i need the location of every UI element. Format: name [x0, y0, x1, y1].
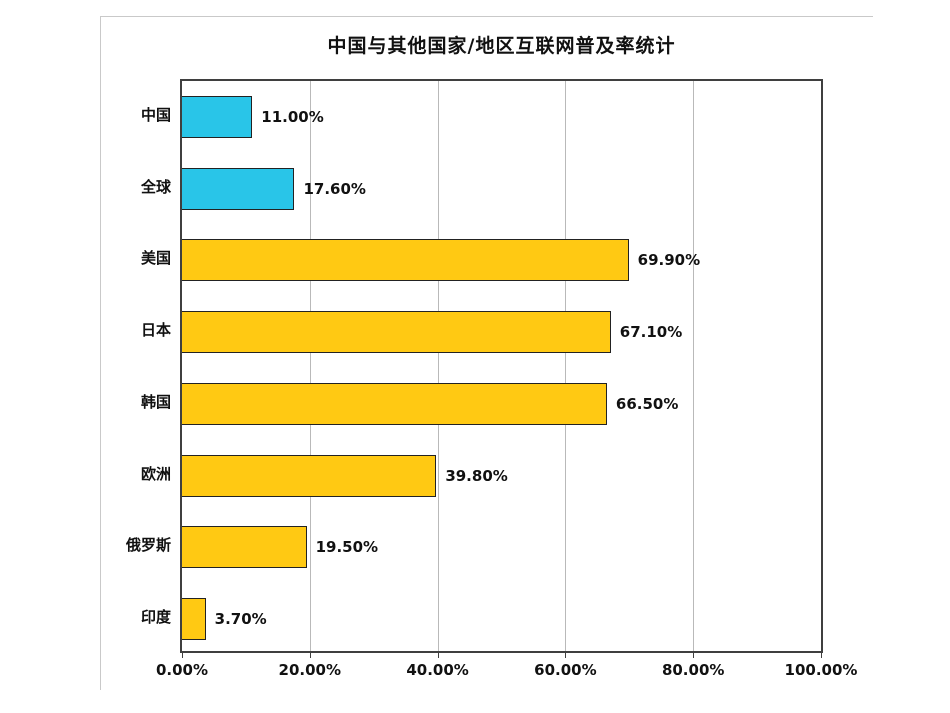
x-tick-label: 60.00% — [534, 661, 597, 679]
x-tick-mark — [437, 653, 439, 658]
bar — [182, 239, 629, 282]
x-tick-label: 80.00% — [661, 661, 725, 679]
gridline — [565, 81, 567, 651]
category-label: 俄罗斯 — [125, 536, 171, 555]
bar-value-label: 39.80% — [445, 466, 508, 485]
category-label: 日本 — [140, 321, 171, 340]
x-tick-label: 20.00% — [278, 661, 342, 679]
bar — [182, 95, 253, 138]
bar — [182, 382, 607, 425]
gridline — [693, 81, 695, 651]
x-tick-label: 100.00% — [784, 661, 858, 679]
plot-area: 11.00% 17.60% 69.90% 67.10% 66.50% 39.80% 19.5… — [180, 79, 823, 653]
category-label: 全球 — [140, 177, 171, 196]
x-tick-mark — [821, 653, 822, 658]
gridline — [309, 81, 311, 651]
bar — [182, 598, 206, 641]
chart-title: 中国与其他国家/地区互联网普及率统计 — [327, 35, 676, 57]
category-label: 中国 — [140, 105, 171, 124]
gridline — [437, 81, 439, 651]
bar — [182, 454, 437, 497]
category-label: 美国 — [140, 249, 171, 268]
x-tick-label: 40.00% — [406, 661, 469, 679]
bar — [182, 526, 307, 569]
bar — [182, 311, 611, 354]
x-tick-mark — [565, 653, 567, 658]
bar-value-label: 67.10% — [619, 323, 683, 342]
bar-value-label: 11.00% — [261, 107, 324, 126]
bar-value-label: 66.50% — [615, 394, 679, 413]
bar-value-label: 69.90% — [637, 251, 701, 270]
bar-value-label: 19.50% — [315, 538, 379, 557]
bar-value-label: 17.60% — [303, 179, 366, 198]
bar-value-label: 3.70% — [214, 610, 267, 629]
category-label: 欧洲 — [140, 464, 171, 483]
x-tick-mark — [309, 653, 311, 658]
chart-panel: 中国与其他国家/地区互联网普及率统计 11.00% 17.60% 69.90% 67.… — [100, 16, 873, 690]
x-tick-mark — [182, 653, 183, 658]
x-tick-mark — [693, 653, 695, 658]
bar — [182, 167, 295, 210]
category-label: 韩国 — [140, 392, 171, 411]
category-label: 印度 — [140, 608, 171, 627]
x-tick-label: 0.00% — [155, 661, 209, 679]
